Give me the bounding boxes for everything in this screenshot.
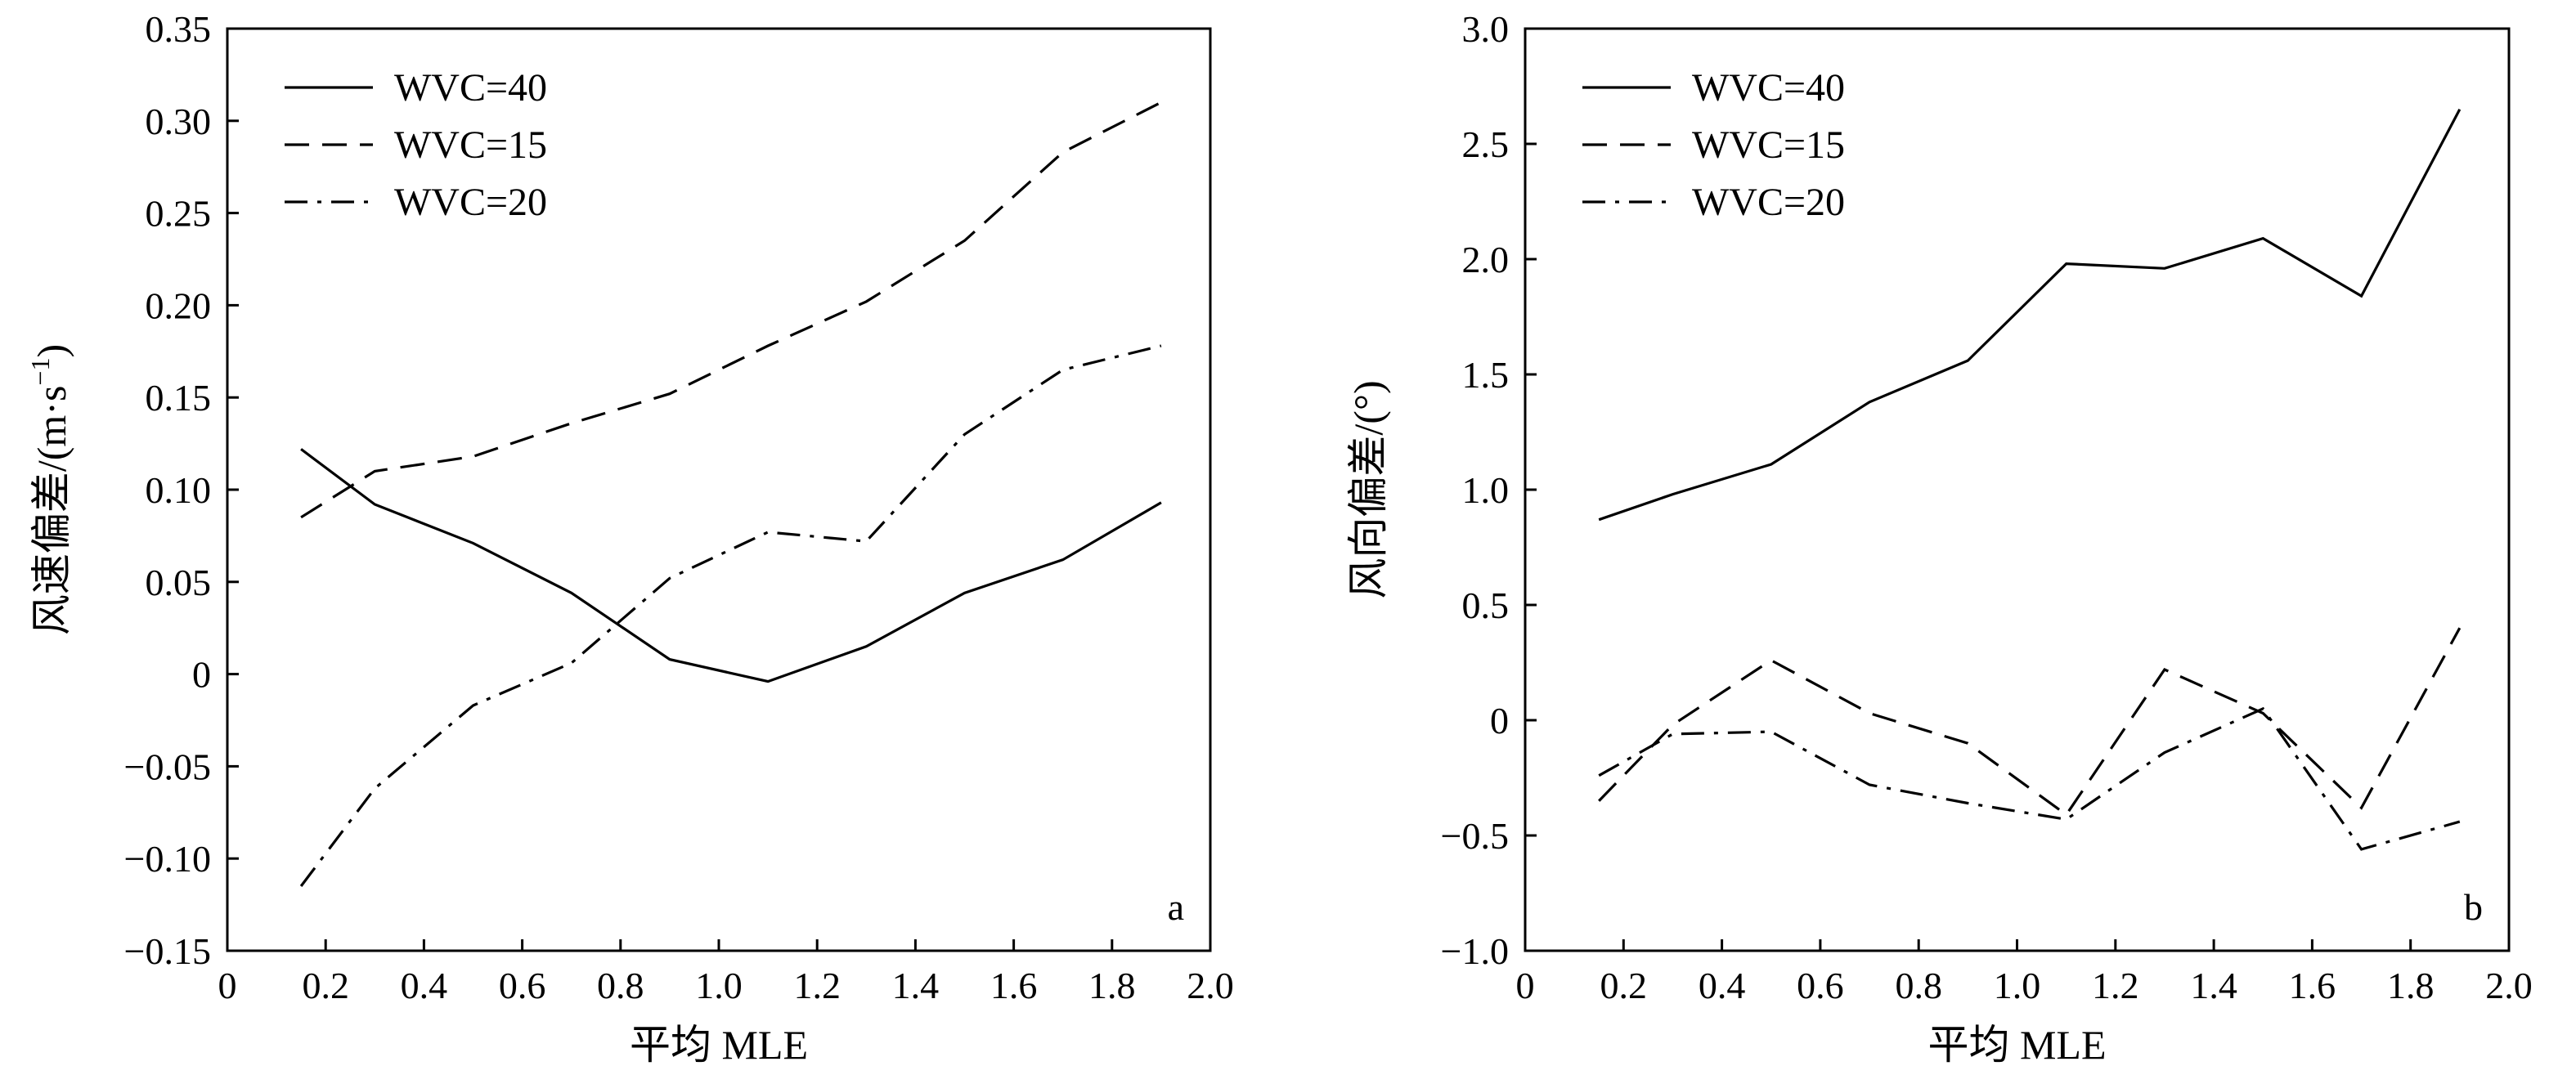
x-tick-label: 0.6 bbox=[1797, 965, 1844, 1006]
y-tick-label: −0.05 bbox=[124, 746, 211, 787]
chart-panel-b: 0 0.2 0.4 0.6 0.8 1.0 1.2 1.4 1.6 1.8 2.0 −1.0 −0.5 0… bbox=[1345, 8, 2533, 1068]
chart-panel-a: 0 0.2 0.4 0.6 0.8 1.0 1.2 1.4 1.6 1.8 2.0 −0.15 −0.1… bbox=[25, 8, 1234, 1068]
y-tick-label: 0 bbox=[192, 654, 211, 696]
y-axis-title: 风向偏差/(°) bbox=[1345, 380, 1391, 598]
x-tick-label: 0.2 bbox=[302, 965, 349, 1006]
x-tick-label: 2.0 bbox=[1187, 965, 1234, 1006]
y-tick-label: −0.5 bbox=[1441, 815, 1509, 857]
y-axis-title-main: 风向偏差/(°) bbox=[1345, 380, 1391, 598]
series-line-wvc-15 bbox=[300, 101, 1162, 519]
legend: WVC=40 WVC=15 WVC=20 bbox=[1582, 66, 1845, 224]
x-tick-label: 1.0 bbox=[695, 965, 743, 1006]
y-axis-title: 风速偏差/(m·s−1) bbox=[25, 344, 74, 635]
x-tick-label: 0.2 bbox=[1600, 965, 1648, 1006]
series-line-wvc-15 bbox=[1598, 627, 2462, 817]
x-tick-label: 1.6 bbox=[990, 965, 1038, 1006]
series-line-wvc-40 bbox=[300, 448, 1162, 683]
legend-label: WVC=20 bbox=[394, 181, 547, 224]
legend: WVC=40 WVC=15 WVC=20 bbox=[285, 66, 547, 224]
panel-label: b bbox=[2464, 886, 2483, 928]
x-tick-label: 0.8 bbox=[597, 965, 644, 1006]
y-tick-label: 0.30 bbox=[146, 101, 212, 142]
y-axis-title-main: 风速偏差/(m·s bbox=[29, 386, 74, 636]
y-tick-label: 0.20 bbox=[146, 284, 212, 326]
y-tick-label: 0.10 bbox=[146, 469, 212, 511]
x-axis-title: 平均 MLE bbox=[630, 1022, 808, 1068]
plot-frame bbox=[1524, 27, 2511, 952]
series-line-wvc-40 bbox=[1598, 108, 2462, 522]
x-axis-title: 平均 MLE bbox=[1928, 1022, 2106, 1068]
x-tick-label: 0.8 bbox=[1895, 965, 1942, 1006]
y-tick-label: 1.0 bbox=[1462, 469, 1510, 511]
y-tick-label: 0.25 bbox=[146, 193, 212, 235]
y-tick-label: 0.35 bbox=[146, 8, 212, 50]
legend-label: WVC=40 bbox=[1692, 66, 1845, 110]
x-tick-label: 1.6 bbox=[2289, 965, 2336, 1006]
y-axis-title-superscript: −1 bbox=[25, 358, 55, 386]
x-tick-label: 1.4 bbox=[892, 965, 940, 1006]
x-tick-label: 0 bbox=[1516, 965, 1535, 1006]
x-tick-label: 1.8 bbox=[1088, 965, 1136, 1006]
x-tick-label: 1.8 bbox=[2387, 965, 2435, 1006]
y-tick-label: 0.5 bbox=[1462, 585, 1510, 626]
x-tick-label: 2.0 bbox=[2485, 965, 2533, 1006]
legend-label: WVC=40 bbox=[394, 66, 547, 110]
x-tick-label: 0.4 bbox=[1699, 965, 1746, 1006]
y-tick-label: 2.0 bbox=[1462, 239, 1510, 280]
y-tick-label: 2.5 bbox=[1462, 123, 1510, 165]
x-tick-label: 0.6 bbox=[499, 965, 546, 1006]
y-axis-title-end: ) bbox=[29, 344, 74, 358]
y-tick-label: 3.0 bbox=[1462, 8, 1510, 50]
x-tick-label: 1.2 bbox=[793, 965, 841, 1006]
x-tick-label: 1.2 bbox=[2092, 965, 2139, 1006]
legend-label: WVC=15 bbox=[1692, 123, 1845, 167]
x-tick-label: 1.4 bbox=[2190, 965, 2237, 1006]
legend-label: WVC=15 bbox=[394, 123, 547, 167]
y-tick-label: 1.5 bbox=[1462, 354, 1510, 396]
series-line-wvc-20 bbox=[1598, 706, 2461, 851]
y-tick-label: 0.05 bbox=[146, 562, 212, 603]
y-tick-label: −0.15 bbox=[124, 930, 211, 972]
y-tick-label: 0.15 bbox=[146, 377, 212, 419]
panel-label: a bbox=[1168, 886, 1184, 928]
x-tick-label: 1.0 bbox=[1994, 965, 2041, 1006]
y-tick-label: −0.10 bbox=[124, 838, 211, 880]
y-tick-label: −1.0 bbox=[1441, 930, 1509, 972]
x-tick-label: 0.4 bbox=[401, 965, 448, 1006]
legend-label: WVC=20 bbox=[1692, 181, 1845, 224]
y-tick-label: 0 bbox=[1490, 700, 1509, 741]
plot-frame bbox=[226, 27, 1212, 952]
x-tick-label: 0 bbox=[218, 965, 237, 1006]
series-line-wvc-20 bbox=[299, 344, 1162, 887]
